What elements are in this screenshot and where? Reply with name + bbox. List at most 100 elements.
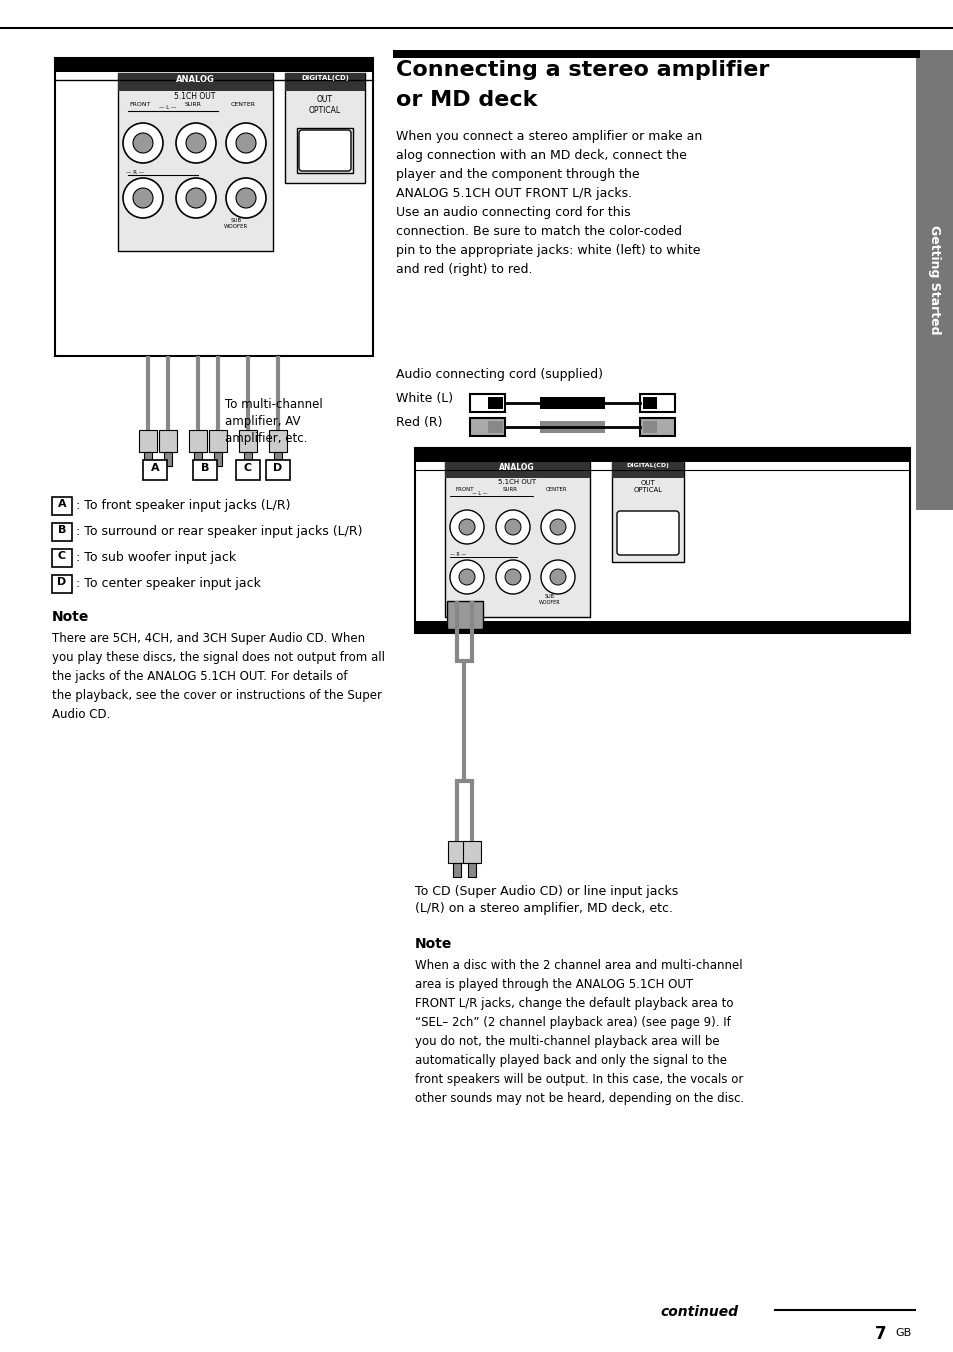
Bar xyxy=(639,418,675,435)
Bar xyxy=(488,397,502,410)
Bar xyxy=(415,448,909,462)
Bar xyxy=(239,430,256,452)
Bar xyxy=(296,128,353,173)
Text: When a disc with the 2 channel area and multi-channel
area is played through the: When a disc with the 2 channel area and … xyxy=(415,959,743,1105)
Text: OUT
OPTICAL: OUT OPTICAL xyxy=(633,480,662,493)
Text: When you connect a stereo amplifier or make an
alog connection with an MD deck, : When you connect a stereo amplifier or m… xyxy=(395,130,701,276)
Circle shape xyxy=(450,510,483,544)
Text: B: B xyxy=(58,525,66,535)
Bar xyxy=(639,393,675,412)
Bar xyxy=(209,430,227,452)
Bar xyxy=(52,523,71,541)
Text: SURR: SURR xyxy=(184,101,201,107)
Text: FRONT: FRONT xyxy=(456,487,474,492)
Circle shape xyxy=(450,560,483,594)
Text: To multi-channel
amplifier, AV
amplifier, etc.: To multi-channel amplifier, AV amplifier… xyxy=(225,397,322,445)
Circle shape xyxy=(186,132,206,153)
Circle shape xyxy=(540,510,575,544)
Bar xyxy=(144,452,152,466)
Bar xyxy=(462,841,480,863)
Bar xyxy=(164,452,172,466)
Circle shape xyxy=(175,123,215,164)
Circle shape xyxy=(458,519,475,535)
Circle shape xyxy=(123,178,163,218)
Circle shape xyxy=(550,519,565,535)
Text: Audio connecting cord (supplied): Audio connecting cord (supplied) xyxy=(395,368,602,381)
Text: — L —: — L — xyxy=(159,105,176,110)
Text: 5.1CH OUT: 5.1CH OUT xyxy=(497,479,536,485)
Bar xyxy=(285,73,365,183)
Bar xyxy=(118,73,273,91)
Bar xyxy=(52,549,71,566)
Text: To CD (Super Audio CD) or line input jacks
(L/R) on a stereo amplifier, MD deck,: To CD (Super Audio CD) or line input jac… xyxy=(415,886,678,915)
Text: SUB
WOOFER: SUB WOOFER xyxy=(538,594,560,604)
Text: ANALOG: ANALOG xyxy=(498,462,535,472)
Bar xyxy=(488,420,502,433)
Bar xyxy=(539,420,604,433)
Bar xyxy=(52,498,71,515)
Bar xyxy=(642,420,657,433)
Text: Getting Started: Getting Started xyxy=(927,226,941,335)
Circle shape xyxy=(123,123,163,164)
Text: Note: Note xyxy=(415,937,452,950)
Bar xyxy=(193,452,202,466)
Text: : To sub woofer input jack: : To sub woofer input jack xyxy=(76,552,236,564)
Bar xyxy=(235,460,260,480)
Bar xyxy=(453,863,460,877)
Bar xyxy=(55,58,373,356)
Bar xyxy=(274,452,282,466)
Bar xyxy=(285,73,365,91)
Bar xyxy=(612,462,683,479)
Text: D: D xyxy=(274,462,282,473)
Text: CENTER: CENTER xyxy=(546,487,567,492)
Circle shape xyxy=(132,188,152,208)
Circle shape xyxy=(540,560,575,594)
Text: : To surround or rear speaker input jacks (L/R): : To surround or rear speaker input jack… xyxy=(76,525,362,538)
Bar xyxy=(118,73,273,251)
Text: Note: Note xyxy=(52,610,90,625)
Circle shape xyxy=(496,510,530,544)
Bar xyxy=(143,460,167,480)
Bar xyxy=(269,430,287,452)
Bar xyxy=(415,621,909,633)
Bar xyxy=(244,452,252,466)
Bar xyxy=(642,397,657,410)
Circle shape xyxy=(235,132,255,153)
Bar xyxy=(159,430,177,452)
Circle shape xyxy=(496,560,530,594)
Text: D: D xyxy=(57,577,67,587)
FancyBboxPatch shape xyxy=(298,130,351,170)
Bar xyxy=(612,462,683,562)
Circle shape xyxy=(186,188,206,208)
Bar xyxy=(139,430,157,452)
Bar xyxy=(470,418,504,435)
Bar xyxy=(415,448,909,633)
FancyBboxPatch shape xyxy=(617,511,679,556)
Text: A: A xyxy=(57,499,67,508)
Bar xyxy=(193,460,216,480)
Circle shape xyxy=(235,188,255,208)
Bar xyxy=(52,575,71,594)
Bar xyxy=(539,397,604,410)
Text: : To center speaker input jack: : To center speaker input jack xyxy=(76,577,260,589)
Circle shape xyxy=(504,519,520,535)
Text: SUB
WOOFER: SUB WOOFER xyxy=(224,218,248,228)
Text: C: C xyxy=(58,552,66,561)
Bar xyxy=(448,841,465,863)
Bar xyxy=(468,863,476,877)
Text: : To front speaker input jacks (L/R): : To front speaker input jacks (L/R) xyxy=(76,499,291,512)
Text: 5.1CH OUT: 5.1CH OUT xyxy=(174,92,215,101)
Circle shape xyxy=(132,132,152,153)
Text: — L —: — L — xyxy=(472,491,487,496)
Bar xyxy=(266,460,290,480)
Bar xyxy=(444,462,589,479)
Bar xyxy=(915,50,953,510)
Text: — R —: — R — xyxy=(450,552,466,557)
Text: 7: 7 xyxy=(874,1325,885,1343)
Text: ANALOG: ANALOG xyxy=(175,74,214,84)
Text: A: A xyxy=(151,462,159,473)
Circle shape xyxy=(458,569,475,585)
Bar xyxy=(189,430,207,452)
Text: GB: GB xyxy=(894,1328,910,1338)
Text: B: B xyxy=(200,462,209,473)
